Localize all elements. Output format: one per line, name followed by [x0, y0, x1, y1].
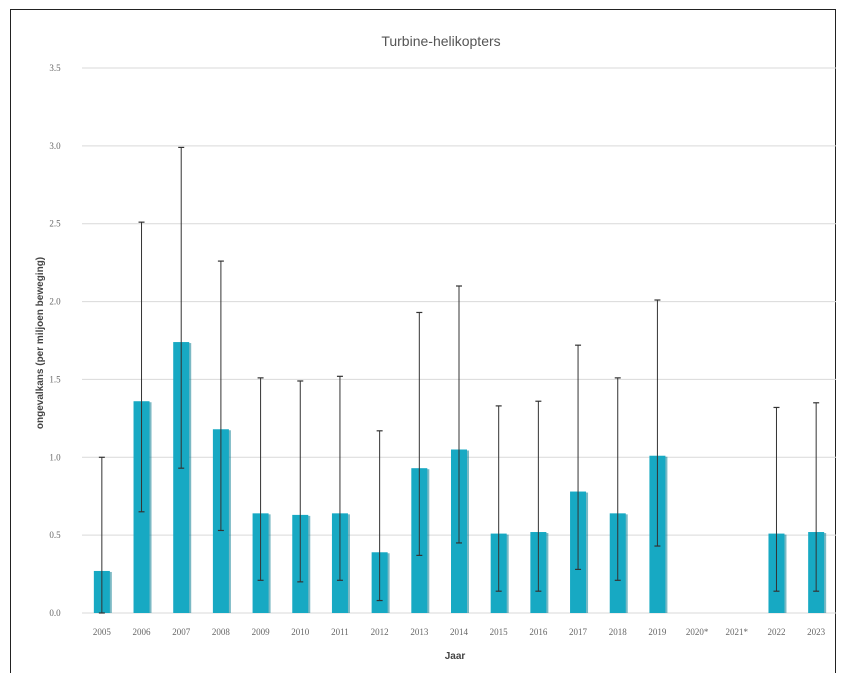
- y-tick-label: 1.0: [49, 452, 61, 462]
- x-tick-label: 2020*: [686, 627, 709, 637]
- error-bars: [98, 146, 820, 614]
- x-tick-label: 2022: [767, 627, 785, 637]
- y-tick-label: 1.5: [49, 374, 61, 384]
- y-tick-label: 3.0: [49, 141, 61, 151]
- x-tick-label: 2010: [291, 627, 310, 637]
- y-tick-label: 0.0: [49, 608, 61, 618]
- bar: [173, 342, 190, 613]
- x-tick-label: 2015: [490, 627, 509, 637]
- x-tick-label: 2012: [371, 627, 389, 637]
- x-tick-label: 2009: [252, 627, 271, 637]
- x-axis-label: Jaar: [445, 651, 466, 662]
- y-tick-label: 0.5: [49, 530, 61, 540]
- x-tick-label: 2019: [648, 627, 667, 637]
- x-tick-label: 2021*: [726, 627, 749, 637]
- y-tick-label: 2.5: [49, 219, 61, 229]
- bars: [93, 342, 827, 613]
- x-tick-label: 2018: [609, 627, 628, 637]
- x-tick-label: 2011: [331, 627, 349, 637]
- x-tick-label: 2023: [807, 627, 826, 637]
- x-tick-labels: 2005 2006 2007 2008 2009 2010 2011 2012 2013 2014…: [93, 627, 826, 637]
- x-tick-label: 2014: [450, 627, 469, 637]
- y-axis-label: ongevalkans (per miljoen beweging): [35, 257, 46, 429]
- y-tick-label: 2.0: [49, 297, 61, 307]
- x-tick-label: 2016: [529, 627, 548, 637]
- x-tick-label: 2007: [172, 627, 191, 637]
- x-tick-label: 2017: [569, 627, 588, 637]
- y-tick-labels: 0.0 0.5 1.0 1.5 2.0 2.5 3.0 3.5: [49, 63, 61, 618]
- y-tick-label: 3.5: [49, 63, 61, 73]
- x-tick-label: 2006: [133, 627, 152, 637]
- x-tick-label: 2008: [212, 627, 231, 637]
- chart-title: Turbine-helikopters: [381, 33, 500, 49]
- x-tick-label: 2005: [93, 627, 112, 637]
- x-tick-label: 2013: [410, 627, 429, 637]
